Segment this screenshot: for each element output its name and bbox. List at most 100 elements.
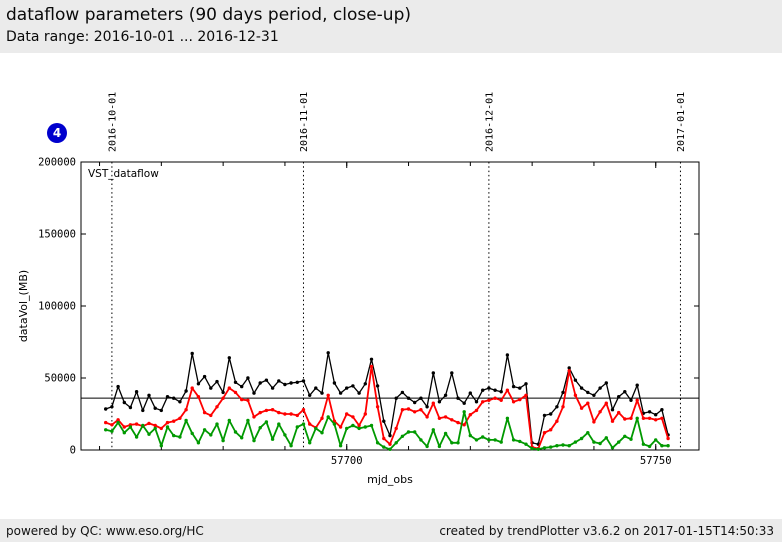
series-green-point [320, 431, 324, 435]
series-red-point [270, 408, 275, 412]
series-green-point [511, 438, 516, 442]
series-red-point [647, 416, 652, 420]
series-green-point [604, 436, 608, 440]
series-black-point [481, 388, 485, 392]
series-green-point [369, 423, 374, 428]
series-red-point [660, 416, 664, 420]
series-red-point [573, 393, 578, 397]
series-black-point [295, 380, 299, 384]
series-red-point [561, 405, 565, 409]
series-black-point [462, 401, 466, 405]
series-black-point [320, 391, 324, 395]
series-red-point [635, 398, 639, 402]
series-green-point [456, 441, 460, 445]
y-tick-label: 200000 [38, 157, 76, 169]
series-red-point [549, 428, 553, 432]
series-red-point [184, 408, 188, 412]
series-green-point [252, 438, 256, 443]
series-red-point [240, 397, 244, 402]
series-green-point [326, 415, 330, 419]
series-green-point [487, 438, 491, 442]
series-red-point [579, 406, 584, 410]
series-green-point [153, 426, 157, 431]
series-green-point [227, 418, 231, 423]
series-green-point [610, 446, 615, 450]
header-bar: dataflow parameters (90 days period, clo… [0, 0, 782, 53]
series-green-point [202, 428, 207, 432]
series-black-point [240, 384, 244, 389]
series-black-point [153, 406, 157, 410]
series-green-point [258, 426, 262, 430]
series-black-point [283, 382, 287, 387]
series-green-point [629, 437, 633, 441]
series-green-point [289, 444, 293, 448]
series-black-point [468, 391, 472, 395]
series-green-point [332, 422, 337, 426]
series-black-point [116, 384, 120, 389]
series-green-point [147, 432, 151, 436]
series-black-point [561, 390, 565, 395]
series-red-point [481, 400, 485, 404]
series-green-point [623, 434, 627, 438]
series-black-point [332, 381, 337, 385]
series-black-point [351, 384, 355, 388]
series-green-point [215, 422, 219, 426]
series-red-point [456, 420, 460, 425]
series-green-point [338, 444, 343, 448]
series-red-point [487, 398, 491, 402]
series-red-point [277, 410, 281, 415]
series-black-point [654, 413, 658, 417]
series-green-point [474, 438, 479, 442]
series-green-point [573, 440, 578, 444]
page-title: dataflow parameters (90 days period, clo… [6, 5, 411, 25]
series-black-point [524, 382, 528, 386]
series-black-point [425, 405, 429, 409]
series-black-point [369, 357, 374, 361]
series-red-point [264, 408, 269, 413]
series-black-point [209, 386, 213, 390]
series-green-point [493, 438, 497, 442]
series-green-point [567, 444, 571, 448]
y-tick-label: 150000 [38, 229, 76, 241]
series-black-point [443, 393, 448, 397]
series-red-point [666, 436, 670, 441]
series-red-point [400, 408, 405, 412]
plot-border [80, 161, 700, 451]
plot-title-label: VST_dataflow [88, 168, 159, 180]
series-red-point [468, 413, 472, 417]
series-red-point [499, 398, 503, 402]
series-green-point [301, 422, 306, 426]
series-red-point [345, 412, 349, 416]
series-black-point [190, 351, 194, 356]
series-green-point [178, 435, 182, 439]
series-red-point [518, 397, 522, 402]
series-green-point [419, 438, 423, 442]
series-green-point [196, 441, 201, 445]
series-black-point [474, 400, 479, 404]
series-red-point [419, 408, 423, 412]
dataflow-chart[interactable]: 2016-10-01 2016-11-01 2016-12-01 2017-01-01… [0, 53, 782, 519]
series-black-point [400, 390, 405, 395]
series-black-point [246, 376, 250, 380]
series-green-point [542, 446, 547, 450]
series-black-point [518, 386, 522, 390]
series-black-point [363, 382, 367, 386]
series-green-point [110, 429, 114, 433]
series-green-point [431, 428, 435, 432]
series-green-point [518, 439, 522, 444]
series-green-point [641, 442, 646, 446]
series-red-point [610, 419, 615, 423]
series-red-point [122, 425, 127, 429]
series-red-point [110, 423, 114, 427]
series-black-point [388, 433, 392, 438]
plot-number-badge[interactable]: 4 [47, 123, 67, 143]
x-axis-label: mjd_obs [367, 473, 413, 486]
series-green-point [443, 431, 448, 436]
series-red-point [437, 416, 442, 420]
series-black-point [647, 410, 652, 414]
series-red-point [443, 415, 448, 419]
footer-powered-by: powered by QC: www.eso.org/HC [6, 523, 204, 538]
series-green-point [654, 438, 658, 442]
series-green-point [240, 436, 244, 440]
series-black-point [227, 356, 231, 360]
